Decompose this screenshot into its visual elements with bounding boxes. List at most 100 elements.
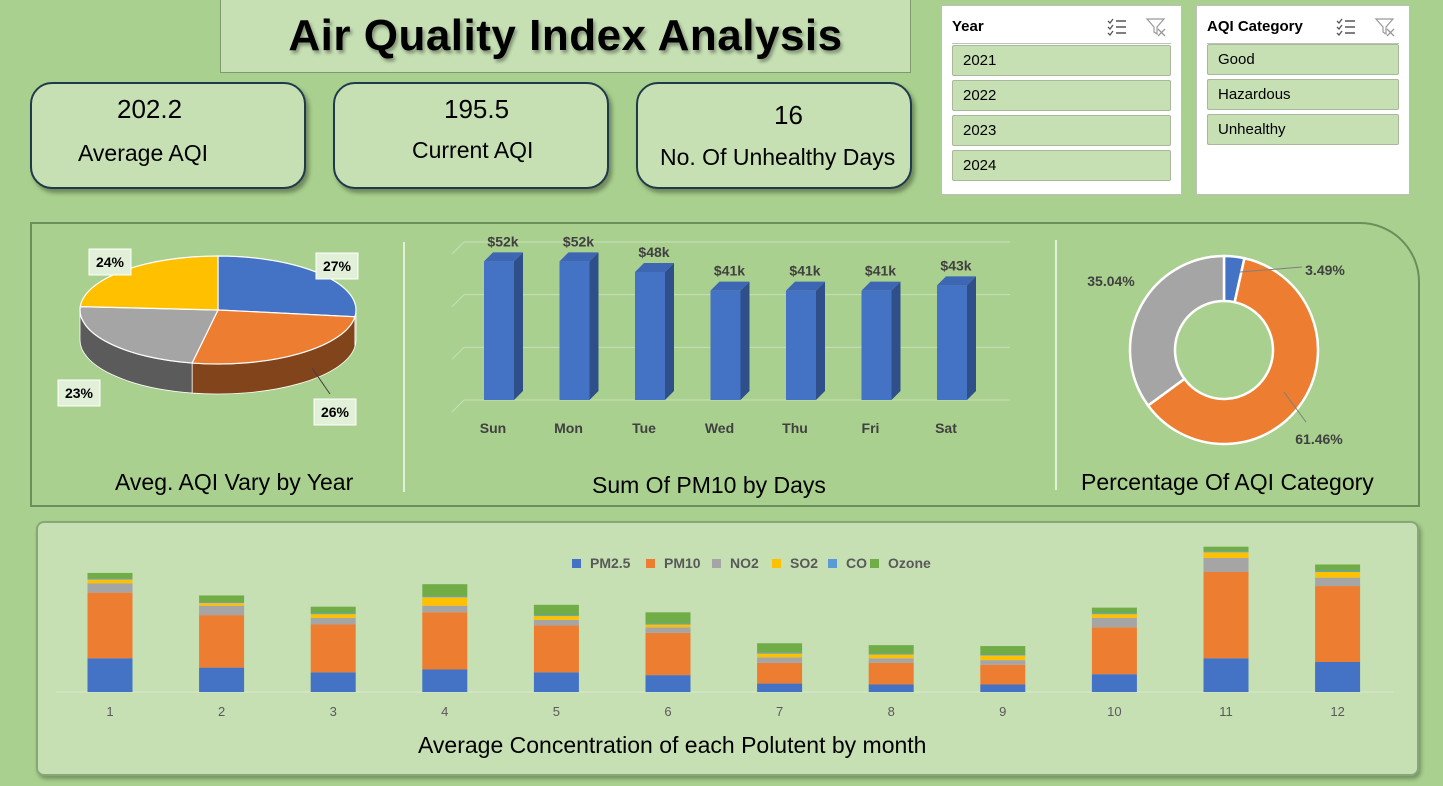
stacked-bar-segment — [1203, 551, 1249, 553]
bar-top — [559, 252, 599, 262]
x-tick-label: 3 — [330, 704, 337, 719]
clear-filter-icon[interactable] — [1145, 16, 1167, 38]
stacked-bar-segment — [422, 612, 468, 670]
legend-label: PM2.5 — [590, 555, 631, 571]
bar-side — [891, 281, 901, 400]
stacked-bar-segment — [422, 597, 468, 606]
kpi-card-average-aqi: 202.2 Average AQI — [30, 82, 306, 189]
clear-filter-icon[interactable] — [1374, 16, 1396, 38]
stacked-bar-segment — [199, 602, 245, 603]
slicer-item-hazardous[interactable]: Hazardous — [1207, 79, 1399, 110]
aqi-category-slicer: AQI Category Good Hazardous Unhealthy — [1196, 5, 1410, 195]
kpi-label: Average AQI — [78, 140, 208, 166]
stacked-bar-segment — [980, 654, 1026, 656]
legend-marker — [772, 559, 781, 568]
stacked-bar-segment — [1315, 662, 1361, 692]
slicer-divider — [1207, 43, 1399, 44]
pie-slice — [79, 305, 219, 364]
multi-select-icon[interactable] — [1335, 16, 1357, 38]
bar — [937, 285, 967, 400]
bar-top — [484, 252, 523, 262]
bar-top — [710, 281, 750, 291]
bar-top — [786, 281, 825, 291]
bar — [484, 261, 514, 400]
x-tick-label: 10 — [1107, 704, 1121, 719]
stacked-bar-segment — [868, 684, 914, 692]
legend-marker — [870, 559, 879, 568]
bar-top — [861, 281, 901, 291]
stacked-bar-segment — [1315, 577, 1361, 587]
stacked-bar-segment — [1203, 572, 1249, 659]
bar — [559, 261, 590, 400]
pie-chart-aqi-by-year: 27% 26% 23% 24% — [57, 248, 359, 426]
multi-select-icon[interactable] — [1106, 16, 1128, 38]
bar-chart-pm10-by-days: $52k Sun $52k Mon $48k Tue $41k Wed $41k Thu $41k F… — [451, 233, 1010, 436]
stacked-bar-segment — [199, 605, 245, 616]
bar-side — [816, 281, 825, 400]
stacked-bar-segment — [980, 664, 1026, 685]
x-tick-label: Thu — [782, 420, 808, 436]
stacked-bar-segment — [422, 669, 468, 692]
bar-data-label: $41k — [865, 263, 896, 279]
gridline-depth — [451, 241, 465, 255]
kpi-card-current-aqi: 195.5 Current AQI — [333, 82, 609, 189]
x-tick-label: Fri — [862, 420, 880, 436]
stacked-bar-segment — [310, 617, 356, 625]
stacked-bar-segment — [533, 672, 579, 692]
stacked-bar-segment — [310, 613, 356, 615]
stacked-bar-segment — [199, 615, 245, 668]
bar-top — [937, 276, 976, 286]
stacked-bar-segment — [1091, 617, 1137, 628]
slicer-item-unhealthy[interactable]: Unhealthy — [1207, 114, 1399, 145]
slicer-item-2023[interactable]: 2023 — [952, 115, 1171, 146]
gridline-depth — [451, 294, 465, 308]
x-tick-label: 2 — [218, 704, 225, 719]
stacked-bar-segment — [1315, 564, 1361, 572]
stacked-bar-segment — [87, 572, 133, 579]
slicer-item-2021[interactable]: 2021 — [952, 45, 1171, 76]
pie-leader-line — [311, 367, 331, 395]
bar — [861, 290, 892, 400]
slicer-item-2024[interactable]: 2024 — [952, 150, 1171, 181]
stacked-bar-segment — [1315, 571, 1361, 572]
dashboard-title-box: Air Quality Index Analysis — [220, 0, 911, 73]
slicer-item-2022[interactable]: 2022 — [952, 80, 1171, 111]
stacked-chart-title: Average Concentration of each Polutent b… — [418, 732, 927, 758]
kpi-value: 202.2 — [117, 94, 183, 124]
slicer-item-good[interactable]: Good — [1207, 44, 1399, 75]
donut-data-label: 35.04% — [1087, 273, 1135, 289]
stacked-bar-segment — [1315, 586, 1361, 662]
legend-marker — [646, 559, 655, 568]
donut-leader-line — [1239, 266, 1303, 273]
pie-data-label: 23% — [65, 385, 94, 401]
legend-marker — [828, 559, 837, 568]
stacked-bar-segment — [645, 627, 691, 633]
bar-side — [967, 276, 976, 400]
stacked-bar-segment — [757, 683, 803, 692]
kpi-value: 16 — [774, 100, 803, 130]
stacked-bar-segment — [757, 643, 803, 653]
slicer-header: Year — [952, 18, 984, 35]
pie-label-box — [57, 379, 101, 407]
kpi-value: 195.5 — [444, 94, 510, 124]
legend-label: CO — [846, 555, 867, 571]
donut-chart-aqi-category: 3.49% 61.46% 35.04% — [1087, 254, 1345, 447]
stacked-bar-segment — [645, 675, 691, 692]
pie-label-box — [315, 252, 359, 280]
year-slicer: Year 2021 2022 2023 2024 — [941, 5, 1182, 195]
x-tick-label: 11 — [1219, 704, 1233, 719]
stacked-bar-segment — [310, 624, 356, 673]
pie-label-box — [88, 248, 132, 276]
pie-label-box — [313, 398, 357, 426]
donut-chart-title: Percentage Of AQI Category — [1081, 469, 1374, 495]
kpi-card-unhealthy-days: 16 No. Of Unhealthy Days — [636, 82, 912, 189]
stacked-bar-segment — [980, 646, 1026, 655]
gridline-depth — [451, 399, 465, 413]
x-tick-label: 4 — [441, 704, 448, 719]
kpi-label: No. Of Unhealthy Days — [660, 144, 896, 170]
stacked-bar-segment — [757, 652, 803, 654]
bar-top — [635, 263, 674, 272]
chart-divider — [1055, 240, 1057, 490]
x-tick-label: 1 — [106, 704, 113, 719]
x-tick-label: Sat — [935, 420, 957, 436]
